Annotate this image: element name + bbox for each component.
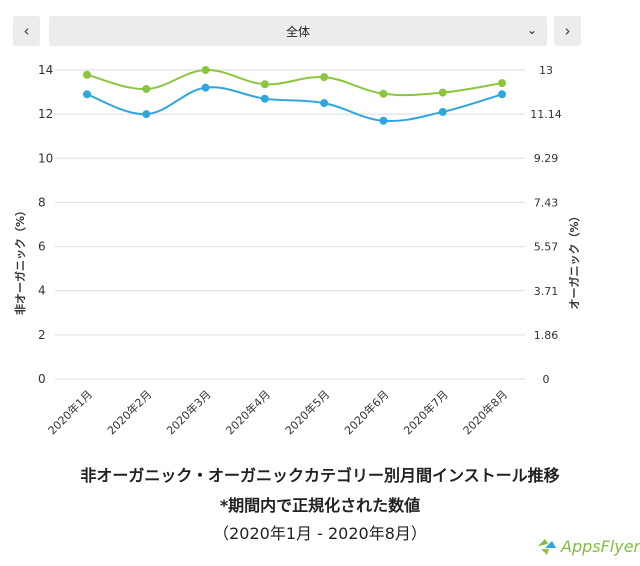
y-left-tick-label: 10: [38, 151, 53, 165]
data-point: [498, 79, 506, 88]
appsflyer-logo-text: AppsFlyer: [561, 536, 640, 556]
chart-caption-period: （2020年1月 - 2020年8月）: [213, 524, 427, 543]
data-point: [379, 89, 388, 98]
y-right-tick-label: 11.14: [530, 108, 562, 121]
y-left-tick-label: 12: [38, 107, 53, 121]
data-point: [320, 73, 329, 82]
chevron-right-icon: ›: [564, 22, 571, 40]
chevron-left-icon: ‹: [23, 22, 30, 40]
y-left-tick-label: 8: [38, 195, 46, 209]
x-tick-label: 2020年1月: [45, 387, 95, 437]
data-point: [83, 90, 91, 99]
appsflyer-logo: AppsFlyer: [536, 536, 640, 556]
data-point: [83, 70, 91, 79]
y-left-tick-label: 4: [38, 284, 46, 298]
series-line-right: [86, 68, 503, 97]
data-point: [379, 116, 388, 125]
y-left-tick-label: 14: [38, 63, 53, 77]
data-point: [260, 94, 269, 103]
y-right-tick-label: 9.29: [534, 152, 559, 165]
next-button[interactable]: ›: [554, 16, 581, 46]
previous-button[interactable]: ‹: [13, 16, 40, 46]
chart-caption-note: *期間内で正規化された数値: [219, 496, 421, 515]
appsflyer-logo-icon: [538, 539, 556, 555]
y-left-tick-label: 0: [38, 372, 46, 386]
y-right-tick-label: 13: [539, 64, 553, 77]
x-tick-label: 2020年6月: [341, 387, 391, 437]
data-point: [498, 90, 506, 99]
data-point: [438, 107, 447, 116]
y-right-tick-label: 7.43: [534, 196, 559, 209]
x-tick-label: 2020年3月: [163, 387, 213, 437]
x-tick-label: 2020年4月: [223, 387, 273, 437]
x-tick-label: 2020年5月: [282, 387, 332, 437]
y-left-tick-label: 2: [38, 328, 46, 342]
data-point: [142, 85, 151, 94]
y-right-tick-label: 1.86: [534, 329, 559, 342]
y-left-axis-title: 非オーガニック（%）: [13, 205, 27, 315]
y-right-tick-label: 5.57: [534, 241, 559, 254]
y-right-axis-title: オーガニック（%）: [567, 210, 581, 309]
category-select[interactable]: 全体 ⌄: [49, 16, 547, 46]
x-tick-label: 2020年8月: [460, 387, 510, 437]
x-tick-label: 2020年7月: [401, 387, 451, 437]
data-point: [201, 83, 210, 92]
x-tick-label: 2020年2月: [104, 387, 154, 437]
data-point: [201, 66, 210, 74]
chart-caption-title: 非オーガニック・オーガニックカテゴリー別月間インストール推移: [80, 466, 560, 485]
y-right-tick-label: 0: [543, 373, 550, 386]
category-select-value: 全体: [285, 24, 310, 39]
chevron-down-icon: ⌄: [526, 23, 537, 37]
toolbar: ‹ 全体 ⌄ ›: [13, 16, 581, 48]
data-point: [438, 88, 447, 97]
data-point: [320, 99, 329, 108]
chart: 0 2 4 6 8 10 12 14 0 1.86 3.71 5.57 7.43 9.29 11.14 13 非…: [13, 63, 581, 437]
data-point: [260, 80, 269, 89]
y-left-tick-label: 6: [38, 240, 46, 254]
y-right-tick-label: 3.71: [534, 285, 559, 298]
data-point: [142, 110, 151, 119]
